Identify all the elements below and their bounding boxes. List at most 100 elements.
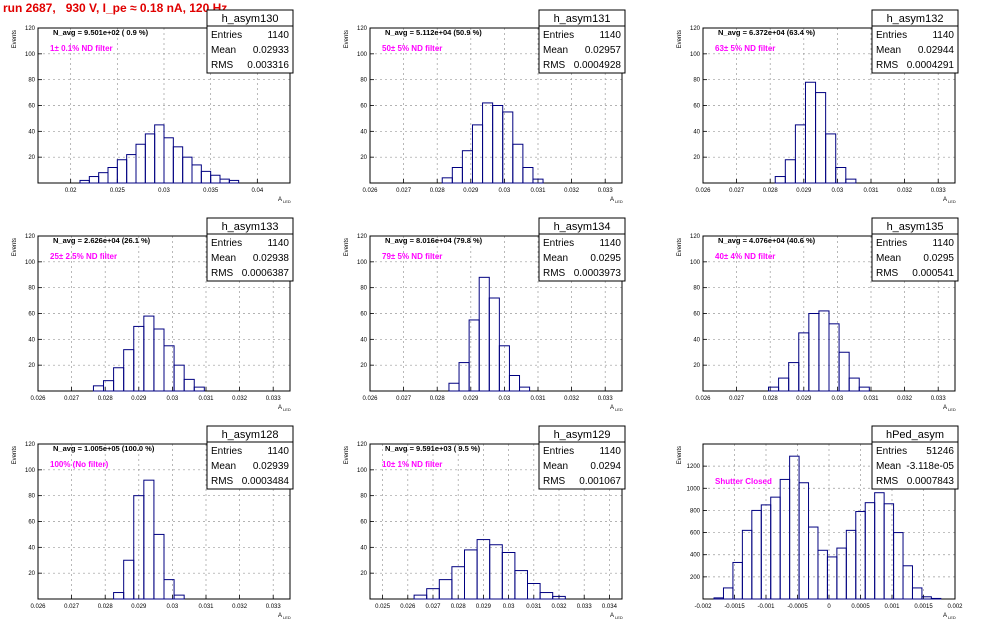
- x-tick-label: 0.032: [897, 188, 913, 194]
- stat-label: Mean: [876, 461, 901, 472]
- stat-value: 0.0007843: [907, 476, 955, 487]
- histogram-title: h_asym128: [222, 429, 279, 441]
- y-tick-label: 40: [693, 129, 700, 135]
- histogram-bin: [838, 351, 850, 392]
- stat-value: 0.0004928: [574, 60, 622, 71]
- histogram-bin: [478, 276, 490, 392]
- x-axis-label-subscript: LED: [948, 407, 956, 412]
- x-axis-label-subscript: LED: [615, 407, 623, 412]
- stat-label: Mean: [211, 461, 236, 472]
- stat-value: 0.003316: [247, 60, 289, 71]
- histogram-title: h_asym135: [887, 221, 944, 233]
- histogram-bin: [79, 179, 90, 184]
- x-tick-label: 0.027: [729, 396, 745, 402]
- n-avg-label: N_avg = 5.112e+04 (50.9 %): [385, 28, 482, 37]
- histogram-bin: [825, 133, 837, 184]
- y-tick-label: 60: [360, 312, 367, 318]
- histogram-bin: [126, 154, 137, 184]
- x-axis-label: A: [943, 613, 947, 619]
- x-tick-label: 0.002: [947, 604, 963, 610]
- stat-value: 1140: [267, 238, 289, 249]
- filter-label: 40± 4% ND filter: [715, 252, 775, 261]
- histogram-panel-hPed_asym: -0.002 -0.0015 -0.001 -0.0005 0 0.0005 0.001 0.…: [677, 425, 963, 620]
- filter-label: 10± 1% ND filter: [382, 460, 442, 469]
- stat-value: 0.0295: [590, 253, 621, 264]
- x-tick-label: 0.03: [167, 396, 179, 402]
- stat-value: 1140: [599, 30, 621, 41]
- y-tick-label: 100: [690, 260, 701, 266]
- x-tick-label: 0.032: [551, 604, 567, 610]
- x-tick-label: 0.033: [598, 396, 614, 402]
- histogram-bin: [713, 597, 724, 600]
- x-tick-label: 0.034: [602, 604, 618, 610]
- y-tick-label: 120: [25, 234, 36, 240]
- filter-label: 63± 5% ND filter: [715, 44, 775, 53]
- stat-label: RMS: [543, 476, 566, 487]
- x-tick-label: 0.026: [362, 396, 378, 402]
- histogram-bin: [874, 492, 885, 600]
- x-tick-label: 0.04: [251, 188, 263, 194]
- x-tick-label: 0.03: [158, 188, 170, 194]
- stat-label: Entries: [543, 446, 574, 457]
- histogram-bin: [522, 167, 534, 184]
- histogram-bin: [845, 529, 857, 600]
- y-tick-label: 60: [360, 520, 367, 526]
- histogram-bin: [845, 178, 857, 184]
- x-tick-label: 0.028: [451, 604, 467, 610]
- x-tick-label: 0.029: [463, 396, 479, 402]
- x-tick-label: 0.031: [530, 188, 546, 194]
- n-avg-label: N_avg = 4.076e+04 (40.6 %): [718, 236, 816, 245]
- stat-value: 0.001067: [579, 476, 621, 487]
- x-axis-label-subscript: LED: [948, 615, 956, 620]
- histogram-bin: [808, 526, 819, 600]
- y-tick-label: 60: [28, 312, 35, 318]
- y-tick-label: 80: [360, 286, 367, 292]
- histogram-bin: [173, 364, 185, 392]
- stat-value: 1140: [599, 238, 621, 249]
- histogram-bin: [471, 124, 484, 184]
- stats-box: [206, 217, 294, 282]
- x-tick-label: 0.0015: [914, 604, 933, 610]
- y-tick-label: 20: [360, 363, 367, 369]
- y-tick-label: 100: [690, 52, 701, 58]
- histogram-bin: [902, 565, 913, 600]
- n-avg-label: N_avg = 8.016e+04 (79.8 %): [385, 236, 483, 245]
- stat-label: RMS: [211, 476, 234, 487]
- x-tick-label: -0.0015: [724, 604, 745, 610]
- histogram-title: h_asym129: [554, 429, 611, 441]
- y-tick-label: 100: [357, 260, 368, 266]
- stat-label: Mean: [211, 253, 236, 264]
- y-tick-label: 20: [28, 363, 35, 369]
- histogram-bin: [88, 176, 100, 184]
- x-tick-label: 0.028: [763, 188, 779, 194]
- histogram-title: h_asym130: [222, 13, 279, 25]
- histogram-bin: [527, 583, 541, 600]
- x-tick-label: 0.001: [884, 604, 900, 610]
- y-tick-label: 40: [28, 129, 35, 135]
- x-axis-label: A: [278, 405, 282, 411]
- y-axis-label: Events: [677, 446, 683, 464]
- histogram-bin: [508, 375, 521, 392]
- y-tick-label: 40: [28, 545, 35, 551]
- stat-value: 1140: [932, 30, 954, 41]
- histogram-bin: [113, 367, 125, 392]
- histogram-title: h_asym131: [554, 13, 611, 25]
- x-tick-label: 0.029: [131, 604, 147, 610]
- x-tick-label: 0.029: [796, 188, 812, 194]
- histogram-bin: [182, 156, 193, 184]
- x-tick-label: -0.001: [757, 604, 775, 610]
- x-tick-label: 0.026: [695, 396, 711, 402]
- x-axis-label-subscript: LED: [283, 615, 291, 620]
- x-tick-label: 0.028: [430, 396, 446, 402]
- y-tick-label: 80: [360, 494, 367, 500]
- histogram-bin: [107, 167, 118, 184]
- histogram-bin: [817, 549, 828, 600]
- x-tick-label: 0.028: [763, 396, 779, 402]
- x-tick-label: 0.033: [266, 604, 282, 610]
- x-tick-label: 0.032: [897, 396, 913, 402]
- filter-label: Shutter Closed: [715, 477, 772, 486]
- histogram-bin: [143, 315, 155, 392]
- histogram-bin: [438, 579, 453, 600]
- x-tick-label: 0.029: [463, 188, 479, 194]
- stats-box: [206, 425, 294, 490]
